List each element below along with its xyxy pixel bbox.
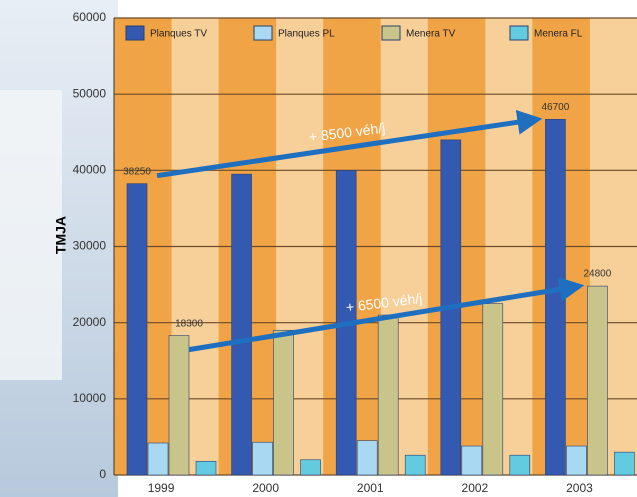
legend-label: Menera TV	[406, 29, 456, 40]
legend-swatch	[253, 25, 273, 41]
bar	[252, 441, 273, 476]
y-axis-label: TMJA	[53, 216, 69, 254]
bar	[566, 445, 587, 476]
bar	[614, 451, 635, 476]
data-label: 18300	[175, 318, 203, 329]
bar	[273, 329, 294, 476]
bar	[147, 442, 169, 476]
x-tick-label: 2003	[566, 481, 593, 495]
bar	[195, 460, 217, 476]
data-label: 24800	[583, 269, 611, 280]
y-tick-label: 40000	[73, 163, 107, 177]
legend-swatch	[125, 25, 145, 41]
bar	[587, 285, 608, 476]
data-label: 38250	[123, 166, 151, 177]
x-tick-label: 2000	[252, 481, 279, 495]
data-label: 46700	[541, 102, 569, 113]
bar	[509, 454, 531, 476]
bar	[300, 459, 321, 476]
y-tick-label: 0	[99, 467, 106, 481]
bar	[377, 314, 399, 476]
legend-swatch	[509, 25, 529, 41]
bar	[356, 440, 378, 476]
legend-label: Planques PL	[278, 29, 335, 40]
x-tick-label: 1999	[148, 481, 175, 495]
legend-label: Menera FL	[534, 29, 583, 40]
y-tick-label: 20000	[73, 315, 107, 329]
x-tick-label: 2001	[357, 481, 384, 495]
bar	[231, 173, 252, 476]
trend-arrow	[188, 276, 585, 353]
bar	[126, 183, 148, 476]
y-tick-label: 30000	[73, 239, 107, 253]
bar	[545, 119, 566, 476]
y-tick-label: 50000	[73, 86, 107, 100]
x-tick-label: 2002	[462, 481, 489, 495]
y-tick-label: 10000	[73, 391, 107, 405]
legend-label: Planques TV	[150, 29, 207, 40]
bar	[404, 454, 426, 476]
legend-swatch	[381, 25, 401, 41]
bar	[461, 445, 483, 476]
trend-arrow	[156, 109, 543, 179]
bar	[482, 303, 504, 476]
bar	[168, 335, 190, 476]
side-text-panel	[0, 90, 62, 380]
y-tick-label: 60000	[73, 10, 107, 24]
